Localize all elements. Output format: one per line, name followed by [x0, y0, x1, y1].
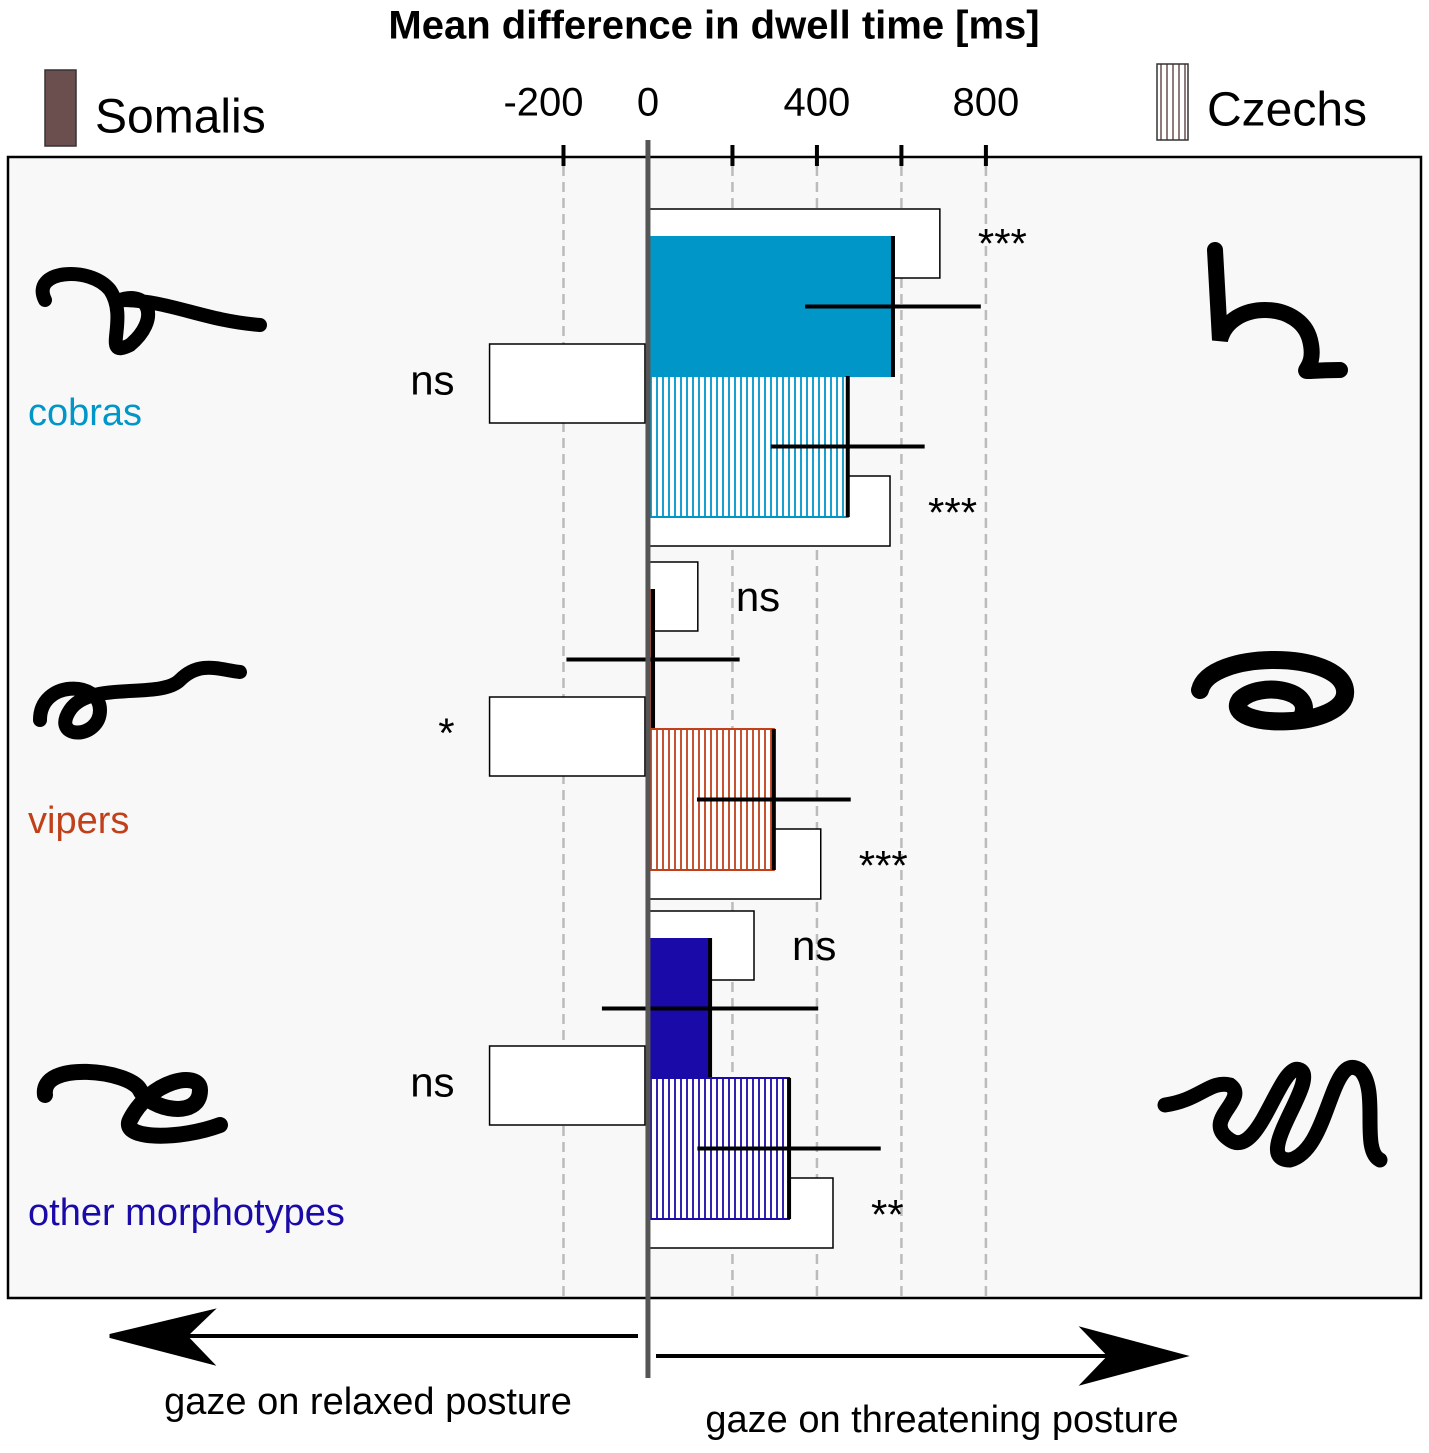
- significance-label: *: [438, 710, 454, 757]
- x-tick-label: 0: [637, 81, 659, 125]
- category-label: vipers: [28, 800, 129, 842]
- category-label: cobras: [28, 392, 142, 434]
- chart-title: Mean difference in dwell time [ms]: [388, 4, 1039, 48]
- significance-label: **: [871, 1191, 904, 1238]
- legend-label: Czechs: [1207, 84, 1367, 137]
- significance-label: ns: [410, 1059, 454, 1106]
- outline-bar: [647, 561, 699, 632]
- legend-swatch: [1156, 63, 1189, 141]
- significance-label: ns: [736, 573, 780, 620]
- left-arrow: [109, 1308, 638, 1366]
- x-tick-label: -200: [503, 81, 583, 125]
- right-arrow: [656, 1326, 1190, 1386]
- right-arrow-label: gaze on threatening posture: [705, 1399, 1178, 1441]
- significance-label: ***: [928, 489, 977, 536]
- left-arrow-label: gaze on relaxed posture: [164, 1381, 572, 1423]
- category-label: other morphotypes: [28, 1192, 345, 1234]
- significance-label: ns: [410, 357, 454, 404]
- x-tick-label: 400: [784, 81, 851, 125]
- significance-label: ***: [859, 842, 908, 889]
- significance-label: ns: [792, 922, 836, 969]
- outline-bar: [488, 1045, 646, 1126]
- outline-bar: [488, 343, 646, 424]
- snakes: [33, 242, 1388, 1168]
- outline-bar: [488, 696, 646, 777]
- x-tick-label: 800: [953, 81, 1020, 125]
- legend-label: Somalis: [95, 91, 266, 144]
- legend-swatch: [44, 69, 77, 147]
- significance-label: ***: [978, 220, 1027, 267]
